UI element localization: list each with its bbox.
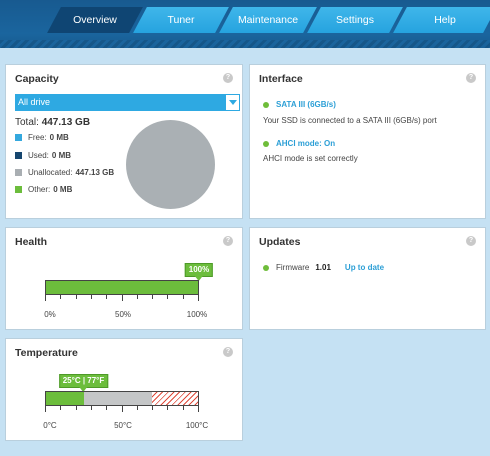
tab-overview[interactable]: Overview <box>47 7 143 33</box>
temperature-help-icon[interactable]: ? <box>223 347 233 357</box>
temperature-scale-min: 0°C <box>43 421 57 430</box>
gauge-tick <box>136 406 138 410</box>
gauge-tick <box>167 295 169 299</box>
sata-status: SATA III (6GB/s) <box>263 100 336 109</box>
interface-title: Interface <box>259 73 303 85</box>
ahci-description: AHCI mode is set correctly <box>263 154 358 163</box>
temperature-value-flag: 25°C | 77°F <box>58 374 109 392</box>
gauge-tick <box>45 295 46 301</box>
firmware-label: Firmware <box>276 263 310 272</box>
tab-settings-label: Settings <box>336 14 374 26</box>
gauge-tick <box>198 295 199 301</box>
firmware-update-link[interactable]: Up to date <box>344 263 385 272</box>
health-scale-min: 0% <box>44 310 56 319</box>
other-swatch <box>15 185 22 193</box>
interface-panel: Interface ? SATA III (6GB/s) Your SSD is… <box>249 64 486 219</box>
health-scale-mid: 50% <box>114 310 132 319</box>
gauge-tick <box>90 295 92 299</box>
unallocated-value: 447.13 GB <box>75 167 115 177</box>
capacity-panel: Capacity ? All drive Total: 447.13 GB Fr… <box>5 64 243 219</box>
temperature-panel: Temperature ? 25°C | 77°F 0°C 50°C 100°C <box>5 338 243 441</box>
tab-help-label: Help <box>434 14 456 26</box>
temperature-scale-mid: 50°C <box>114 421 132 430</box>
gauge-tick <box>121 295 123 301</box>
updates-title: Updates <box>259 236 301 248</box>
gauge-tick <box>167 406 169 410</box>
updates-panel: Updates ? Firmware 1.01 Up to date <box>249 227 486 330</box>
legend-used: Used: 0 MB <box>15 150 71 160</box>
free-value: 0 MB <box>49 132 69 142</box>
temperature-title: Temperature <box>15 347 78 359</box>
legend-unallocated: Unallocated: 447.13 GB <box>15 167 114 177</box>
health-bar-fill <box>46 281 198 294</box>
unallocated-swatch <box>15 168 22 176</box>
drive-select[interactable]: All drive <box>15 94 240 111</box>
health-title: Health <box>15 236 48 248</box>
legend-free: Free: 0 MB <box>15 132 69 142</box>
gauge-tick <box>106 406 108 410</box>
other-value: 0 MB <box>53 184 73 194</box>
tab-maintenance[interactable]: Maintenance <box>219 7 317 33</box>
gauge-tick <box>136 295 138 299</box>
tab-tuner-label: Tuner <box>167 14 195 26</box>
ahci-status-label: AHCI mode: On <box>276 139 336 148</box>
tab-maintenance-label: Maintenance <box>237 14 299 26</box>
gauge-tick <box>90 406 92 410</box>
gauge-tick <box>152 295 154 299</box>
gauge-tick <box>198 406 199 412</box>
capacity-title: Capacity <box>15 73 59 85</box>
ahci-status-dot <box>263 140 269 147</box>
gauge-tick <box>182 406 184 410</box>
header-stripe <box>0 40 490 48</box>
gauge-tick <box>60 295 62 299</box>
updates-help-icon[interactable]: ? <box>466 236 476 246</box>
health-panel: Health ? 100% 0% 50% 100% <box>5 227 243 330</box>
total-label: Total: <box>15 117 39 128</box>
capacity-pie-chart <box>126 120 215 209</box>
free-label: Free: <box>28 132 47 142</box>
used-value: 0 MB <box>51 150 72 160</box>
sata-status-label: SATA III (6GB/s) <box>276 100 336 109</box>
ahci-status: AHCI mode: On <box>263 139 335 148</box>
health-scale-max: 100% <box>186 310 208 319</box>
top-navigation-bar: Overview Tuner Maintenance Settings Help <box>0 0 490 48</box>
temperature-scale-max: 100°C <box>185 421 209 430</box>
gauge-tick <box>60 406 62 410</box>
gauge-tick <box>75 295 77 299</box>
capacity-help-icon[interactable]: ? <box>223 73 233 83</box>
total-value: 447.13 GB <box>41 117 91 128</box>
gauge-tick <box>45 406 46 412</box>
firmware-status: Firmware 1.01 Up to date <box>263 263 384 272</box>
gauge-tick <box>182 295 184 299</box>
used-label: Used: <box>28 150 49 160</box>
temperature-danger-range <box>152 392 198 405</box>
health-bar <box>45 280 199 295</box>
gauge-tick <box>75 406 77 410</box>
firmware-status-dot <box>263 264 269 271</box>
free-swatch <box>15 133 22 141</box>
interface-help-icon[interactable]: ? <box>466 73 476 83</box>
sata-description: Your SSD is connected to a SATA III (6GB… <box>263 116 437 125</box>
legend-other: Other: 0 MB <box>15 184 72 194</box>
tab-help[interactable]: Help <box>393 7 490 33</box>
capacity-total: Total: 447.13 GB <box>15 117 90 128</box>
gauge-tick <box>106 295 108 299</box>
gauge-tick <box>121 406 123 412</box>
other-label: Other: <box>28 184 51 194</box>
temperature-normal-range <box>84 392 153 405</box>
unallocated-label: Unallocated: <box>28 167 73 177</box>
tab-settings[interactable]: Settings <box>307 7 403 33</box>
health-help-icon[interactable]: ? <box>223 236 233 246</box>
drive-select-value: All drive <box>18 97 51 107</box>
sata-status-dot <box>263 101 269 108</box>
used-swatch <box>15 151 22 159</box>
temperature-bar-fill <box>46 392 84 405</box>
gauge-tick <box>152 406 154 410</box>
tab-overview-label: Overview <box>73 14 117 26</box>
firmware-version: 1.01 <box>315 263 331 272</box>
chevron-down-icon[interactable] <box>225 95 239 110</box>
temperature-bar <box>45 391 199 406</box>
health-value-flag: 100% <box>184 263 214 281</box>
tab-tuner[interactable]: Tuner <box>133 7 229 33</box>
